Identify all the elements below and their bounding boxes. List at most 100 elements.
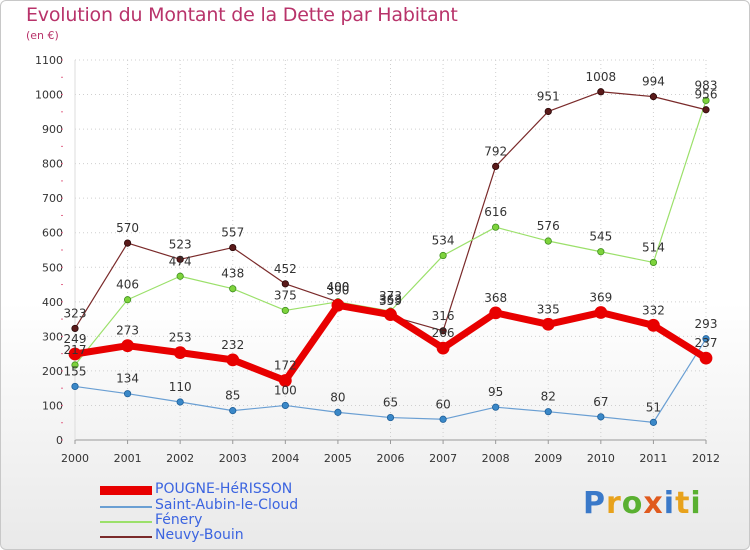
data-label-neuvy-bouin: 1008 <box>586 70 617 84</box>
logo-letter: i <box>690 486 702 521</box>
data-label-f-nery: 545 <box>589 230 612 244</box>
logo-letter: P <box>583 486 606 521</box>
data-point-neuvy-bouin <box>71 324 79 333</box>
data-label-pougne-h-risson: 172 <box>274 359 297 373</box>
data-point-saint-aubin-le-cloud <box>229 407 237 415</box>
data-point-pougne-h-risson <box>68 347 82 361</box>
y-tick-label: 300 <box>42 330 63 343</box>
legend-label-saint-aubin-le-cloud: Saint-Aubin-le-Cloud <box>155 497 299 513</box>
data-point-f-nery <box>492 223 500 231</box>
x-tick-label: 2008 <box>482 452 510 465</box>
x-tick-label: 2003 <box>219 452 247 465</box>
data-point-saint-aubin-le-cloud <box>492 403 500 411</box>
data-label-neuvy-bouin: 316 <box>432 309 455 323</box>
data-label-neuvy-bouin: 323 <box>64 306 87 320</box>
data-label-saint-aubin-le-cloud: 95 <box>488 385 503 399</box>
data-label-neuvy-bouin: 994 <box>642 75 665 89</box>
x-tick-label: 2004 <box>271 452 299 465</box>
data-point-neuvy-bouin <box>281 280 289 288</box>
data-point-neuvy-bouin <box>544 107 552 116</box>
data-label-f-nery: 534 <box>432 234 455 248</box>
data-point-f-nery <box>439 251 447 260</box>
data-label-pougne-h-risson: 249 <box>64 332 87 346</box>
data-point-saint-aubin-le-cloud <box>702 335 710 343</box>
data-label-f-nery: 375 <box>274 288 297 302</box>
data-label-f-nery: 400 <box>326 280 349 294</box>
x-tick-label: 2010 <box>587 452 615 465</box>
x-tick-label: 2005 <box>324 452 352 465</box>
x-tick-label: 2009 <box>534 452 562 465</box>
data-label-neuvy-bouin: 951 <box>537 89 560 103</box>
data-label-neuvy-bouin: 557 <box>221 226 244 240</box>
data-label-saint-aubin-le-cloud: 293 <box>695 317 718 331</box>
data-point-pougne-h-risson <box>173 346 187 360</box>
data-point-pougne-h-risson <box>489 306 503 320</box>
y-tick-label: 700 <box>42 192 63 205</box>
legend-item-pougne-herisson: POUGNE-HéRISSON <box>100 481 340 498</box>
data-point-f-nery <box>702 96 710 105</box>
data-point-saint-aubin-le-cloud <box>544 408 552 416</box>
data-point-pougne-h-risson <box>699 351 713 365</box>
data-point-saint-aubin-le-cloud <box>176 398 184 406</box>
data-point-saint-aubin-le-cloud <box>71 382 79 391</box>
data-point-neuvy-bouin <box>176 255 184 263</box>
data-point-f-nery <box>281 306 289 315</box>
data-label-saint-aubin-le-cloud: 100 <box>274 383 297 397</box>
data-point-neuvy-bouin <box>597 88 605 96</box>
data-point-f-nery <box>229 285 237 293</box>
data-label-saint-aubin-le-cloud: 60 <box>435 397 450 411</box>
data-point-f-nery <box>123 296 132 304</box>
legend-item-neuvy-bouin: Neuvy-Bouin <box>100 527 340 544</box>
data-point-f-nery <box>71 361 79 369</box>
x-tick-label: 2000 <box>61 452 89 465</box>
x-tick-label: 2001 <box>114 452 142 465</box>
legend-swatch-pougne-herisson <box>100 486 152 495</box>
y-tick-label: 900 <box>42 123 63 136</box>
x-tick-label: 2011 <box>639 452 667 465</box>
data-point-neuvy-bouin <box>649 93 658 101</box>
data-label-pougne-h-risson: 335 <box>537 302 560 316</box>
y-tick-label: 100 <box>42 399 63 412</box>
data-label-f-nery: 373 <box>379 289 402 303</box>
data-label-neuvy-bouin: 523 <box>169 237 192 251</box>
x-tick-label: 2012 <box>692 452 720 465</box>
data-label-saint-aubin-le-cloud: 65 <box>383 396 398 410</box>
data-label-saint-aubin-le-cloud: 155 <box>64 364 87 378</box>
logo-letter: i <box>663 486 676 521</box>
data-point-pougne-h-risson <box>436 341 450 355</box>
legend-item-fenery: Fénery <box>100 512 340 529</box>
data-point-saint-aubin-le-cloud <box>649 418 658 426</box>
x-tick-label: 2007 <box>429 452 457 465</box>
y-tick-label: 200 <box>42 365 63 378</box>
data-label-neuvy-bouin: 570 <box>116 221 139 235</box>
data-label-pougne-h-risson: 368 <box>484 291 507 305</box>
data-label-f-nery: 406 <box>116 278 139 292</box>
data-label-neuvy-bouin: 792 <box>484 144 507 158</box>
y-tick-label: 400 <box>42 296 63 309</box>
data-label-f-nery: 514 <box>642 240 665 254</box>
x-tick-label: 2002 <box>166 452 194 465</box>
data-point-neuvy-bouin <box>492 162 500 170</box>
data-point-saint-aubin-le-cloud <box>334 408 342 416</box>
data-point-saint-aubin-le-cloud <box>386 413 395 422</box>
data-label-neuvy-bouin: 956 <box>695 88 718 102</box>
y-tick-label: 0 <box>56 434 63 447</box>
data-point-f-nery <box>544 237 552 245</box>
data-point-pougne-h-risson <box>121 339 134 353</box>
data-label-saint-aubin-le-cloud: 134 <box>116 372 139 386</box>
data-point-saint-aubin-le-cloud <box>123 390 132 398</box>
legend-label-pougne-herisson: POUGNE-HéRISSON <box>155 481 293 497</box>
data-point-neuvy-bouin <box>123 239 132 247</box>
data-point-pougne-h-risson <box>541 317 555 331</box>
data-point-pougne-h-risson <box>278 374 292 387</box>
data-label-saint-aubin-le-cloud: 80 <box>330 390 345 404</box>
data-label-pougne-h-risson: 232 <box>221 338 244 352</box>
data-label-pougne-h-risson: 332 <box>642 303 665 317</box>
legend-label-fenery: Fénery <box>155 512 203 528</box>
data-label-pougne-h-risson: 237 <box>695 336 718 350</box>
chart-title: Evolution du Montant de la Dette par Hab… <box>26 4 458 26</box>
legend-swatch-neuvy-bouin <box>100 536 152 538</box>
data-point-neuvy-bouin <box>702 106 710 114</box>
data-label-neuvy-bouin: 400 <box>326 280 349 294</box>
